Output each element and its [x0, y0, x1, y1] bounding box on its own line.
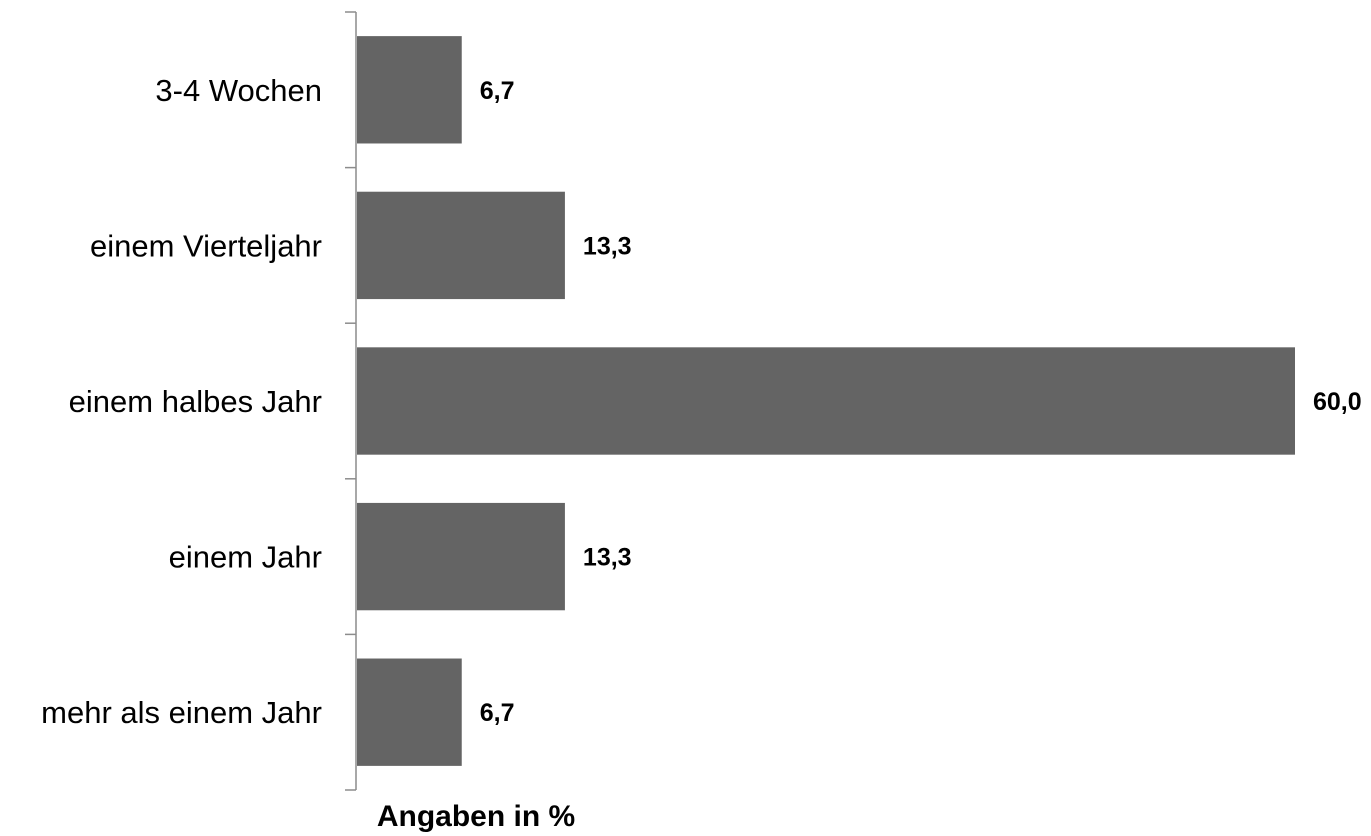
- category-label: einem halbes Jahr: [69, 384, 322, 419]
- value-label: 6,7: [480, 699, 515, 727]
- bar: [357, 658, 462, 766]
- value-label: 13,3: [583, 544, 632, 572]
- category-label: mehr als einem Jahr: [41, 695, 322, 730]
- axis-layer: [345, 11, 357, 791]
- category-label: 3-4 Wochen: [155, 73, 322, 108]
- category-label: einem Jahr: [169, 540, 322, 575]
- category-label: einem Vierteljahr: [90, 228, 322, 263]
- bar: [357, 347, 1295, 455]
- value-label: 6,7: [480, 77, 515, 105]
- label-layer: 3-4 Wochen 6,7 einem Vierteljahr 13,3 einem …: [41, 73, 1362, 730]
- bar: [357, 502, 565, 611]
- bar-layer: [357, 36, 1295, 766]
- value-label: 60,0: [1313, 388, 1362, 416]
- x-axis-title: Angaben in %: [377, 800, 575, 833]
- value-label: 13,3: [583, 232, 632, 260]
- bar: [357, 36, 462, 144]
- bar: [357, 191, 565, 300]
